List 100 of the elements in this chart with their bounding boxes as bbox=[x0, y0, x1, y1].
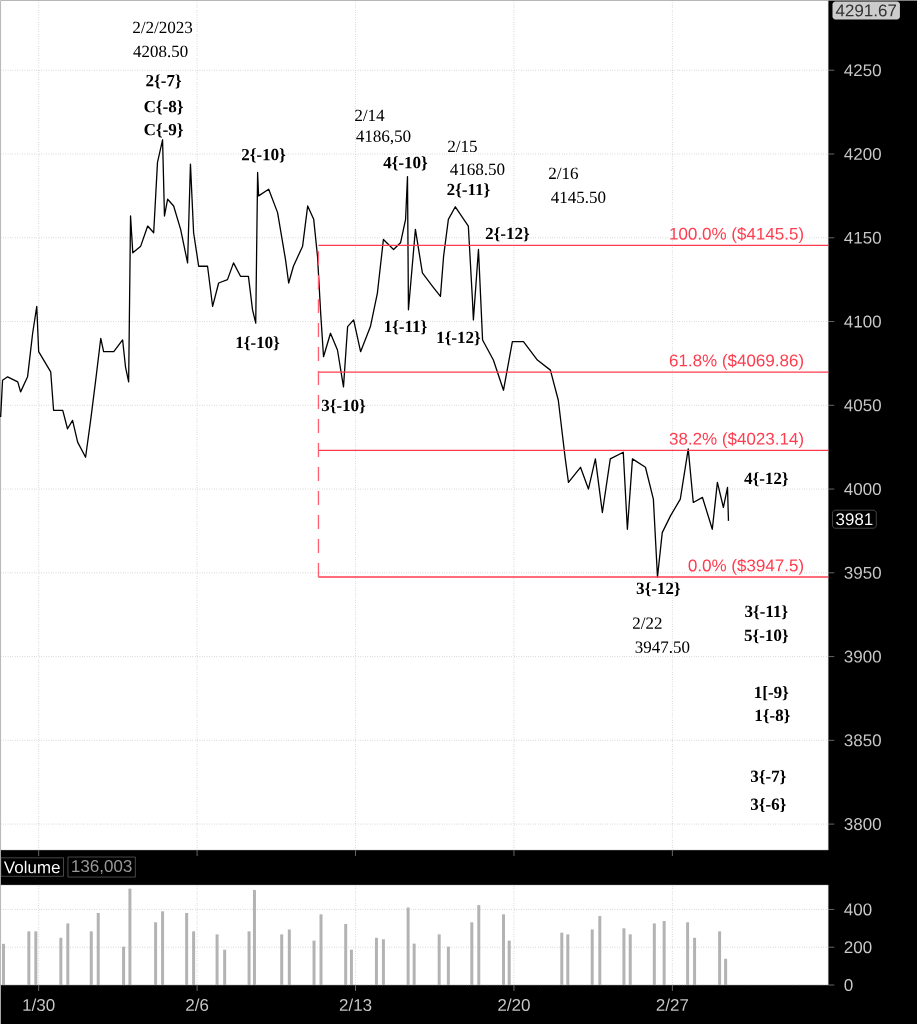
annotation: 3947.50 bbox=[635, 641, 690, 653]
annotation: 2/2/2023 bbox=[133, 21, 193, 34]
bar bbox=[622, 928, 626, 986]
annotation: 4145.50 bbox=[551, 191, 606, 204]
bar bbox=[507, 940, 511, 986]
annotation: C{-9} bbox=[144, 123, 183, 138]
annotation: 2/14 bbox=[355, 109, 385, 122]
annotation: 5{-10} bbox=[744, 629, 788, 644]
annotation: 1{-8} bbox=[755, 709, 790, 724]
bar bbox=[89, 931, 93, 986]
annotation: 2{-12} bbox=[485, 227, 530, 242]
x-tick-label: 2/13 bbox=[339, 998, 372, 1012]
bar bbox=[27, 931, 31, 986]
bar bbox=[477, 905, 481, 986]
bar bbox=[374, 937, 378, 986]
annotation: 1[-9} bbox=[755, 686, 789, 701]
annotation: 2/15 bbox=[447, 140, 477, 153]
bar bbox=[566, 934, 570, 986]
y-tick-label: 4250 bbox=[844, 64, 881, 77]
bar bbox=[223, 949, 227, 986]
y-tick-label: 4200 bbox=[844, 147, 881, 161]
bar bbox=[280, 934, 284, 986]
bar bbox=[437, 934, 441, 986]
annotation: 1{-11} bbox=[384, 320, 427, 335]
bar bbox=[412, 943, 416, 986]
text: 136,003 bbox=[72, 860, 132, 875]
x-tick-label: 2/20 bbox=[498, 998, 530, 1012]
ref-line-label: 100.0% ($4145.5) bbox=[670, 227, 803, 244]
bar bbox=[66, 923, 70, 986]
annotation: 4208.50 bbox=[133, 45, 188, 58]
bar bbox=[628, 934, 632, 986]
bar bbox=[153, 922, 157, 986]
bar bbox=[59, 937, 63, 986]
bar bbox=[252, 889, 256, 986]
y-tick-label: 3800 bbox=[844, 818, 881, 831]
annotation: 3{-7} bbox=[750, 770, 786, 785]
text: 3981 bbox=[836, 513, 873, 526]
bar bbox=[501, 914, 505, 986]
bar bbox=[312, 940, 316, 986]
annotation: 3{-11} bbox=[745, 605, 788, 620]
annotation: 2{-7} bbox=[146, 74, 181, 89]
x-tick-label: 2/27 bbox=[656, 998, 688, 1012]
bar bbox=[652, 923, 656, 986]
bar bbox=[96, 913, 100, 986]
bar bbox=[215, 934, 219, 986]
annotation: 4{-10} bbox=[383, 156, 428, 171]
bar bbox=[598, 916, 602, 986]
annotation: 2{-10} bbox=[241, 148, 286, 163]
bar bbox=[446, 946, 450, 986]
ref-line-label: 0.0% ($3947.5) bbox=[688, 558, 803, 575]
y-tick-label: 3850 bbox=[844, 734, 881, 747]
bar bbox=[717, 931, 721, 986]
annotation: 1{-12} bbox=[437, 331, 481, 346]
bar bbox=[319, 914, 323, 986]
y-tick-label: 4150 bbox=[844, 231, 881, 244]
x-tick-label: 1/30 bbox=[23, 998, 55, 1012]
y-tick-label: 200 bbox=[844, 941, 872, 954]
bar bbox=[470, 922, 474, 986]
y-tick-label: 3900 bbox=[844, 650, 881, 663]
annotation: 1{-10} bbox=[236, 336, 280, 351]
annotation: 3{-12} bbox=[636, 582, 680, 597]
ref-line-label: 38.2% ($4023.14) bbox=[669, 432, 803, 449]
chart-title: Volume bbox=[3, 860, 60, 874]
bar bbox=[724, 958, 728, 986]
bar bbox=[121, 946, 125, 986]
bar bbox=[662, 920, 666, 986]
bar bbox=[590, 929, 594, 986]
annotation: 3{-6} bbox=[750, 798, 786, 813]
bar bbox=[685, 922, 689, 986]
y-tick-label: 4000 bbox=[844, 483, 881, 496]
annotation: 4186,50 bbox=[356, 130, 411, 145]
bar bbox=[381, 939, 385, 986]
annotation: 3{-10} bbox=[321, 399, 366, 414]
bar bbox=[247, 931, 251, 986]
bar bbox=[406, 907, 410, 986]
annotation: 2/22 bbox=[632, 617, 662, 629]
ref-line-label: 61.8% ($4069.86) bbox=[669, 353, 803, 370]
y-tick-label: 4050 bbox=[844, 399, 881, 412]
bar bbox=[1, 943, 5, 986]
y-tick-label: 400 bbox=[844, 903, 872, 916]
y-tick-label: 0 bbox=[844, 978, 853, 992]
y-tick-label: 3950 bbox=[844, 566, 881, 579]
bar bbox=[344, 923, 348, 986]
annotation: C{-8} bbox=[144, 100, 183, 115]
annotation: 2{-11} bbox=[447, 183, 490, 198]
annotation: 2/16 bbox=[548, 167, 578, 180]
x-tick-label: 2/6 bbox=[186, 998, 209, 1012]
bar bbox=[128, 888, 132, 986]
y-tick-label: 4100 bbox=[844, 315, 881, 328]
bar bbox=[34, 931, 38, 986]
annotation: 4168.50 bbox=[450, 163, 505, 176]
bar bbox=[692, 937, 696, 986]
bar bbox=[560, 932, 564, 986]
annotation: 4{-12} bbox=[744, 472, 788, 487]
bar bbox=[287, 929, 291, 986]
text: 4291.67 bbox=[835, 4, 896, 17]
bar bbox=[185, 913, 189, 986]
bar bbox=[192, 931, 195, 986]
bar bbox=[160, 911, 164, 986]
bar bbox=[349, 949, 353, 986]
